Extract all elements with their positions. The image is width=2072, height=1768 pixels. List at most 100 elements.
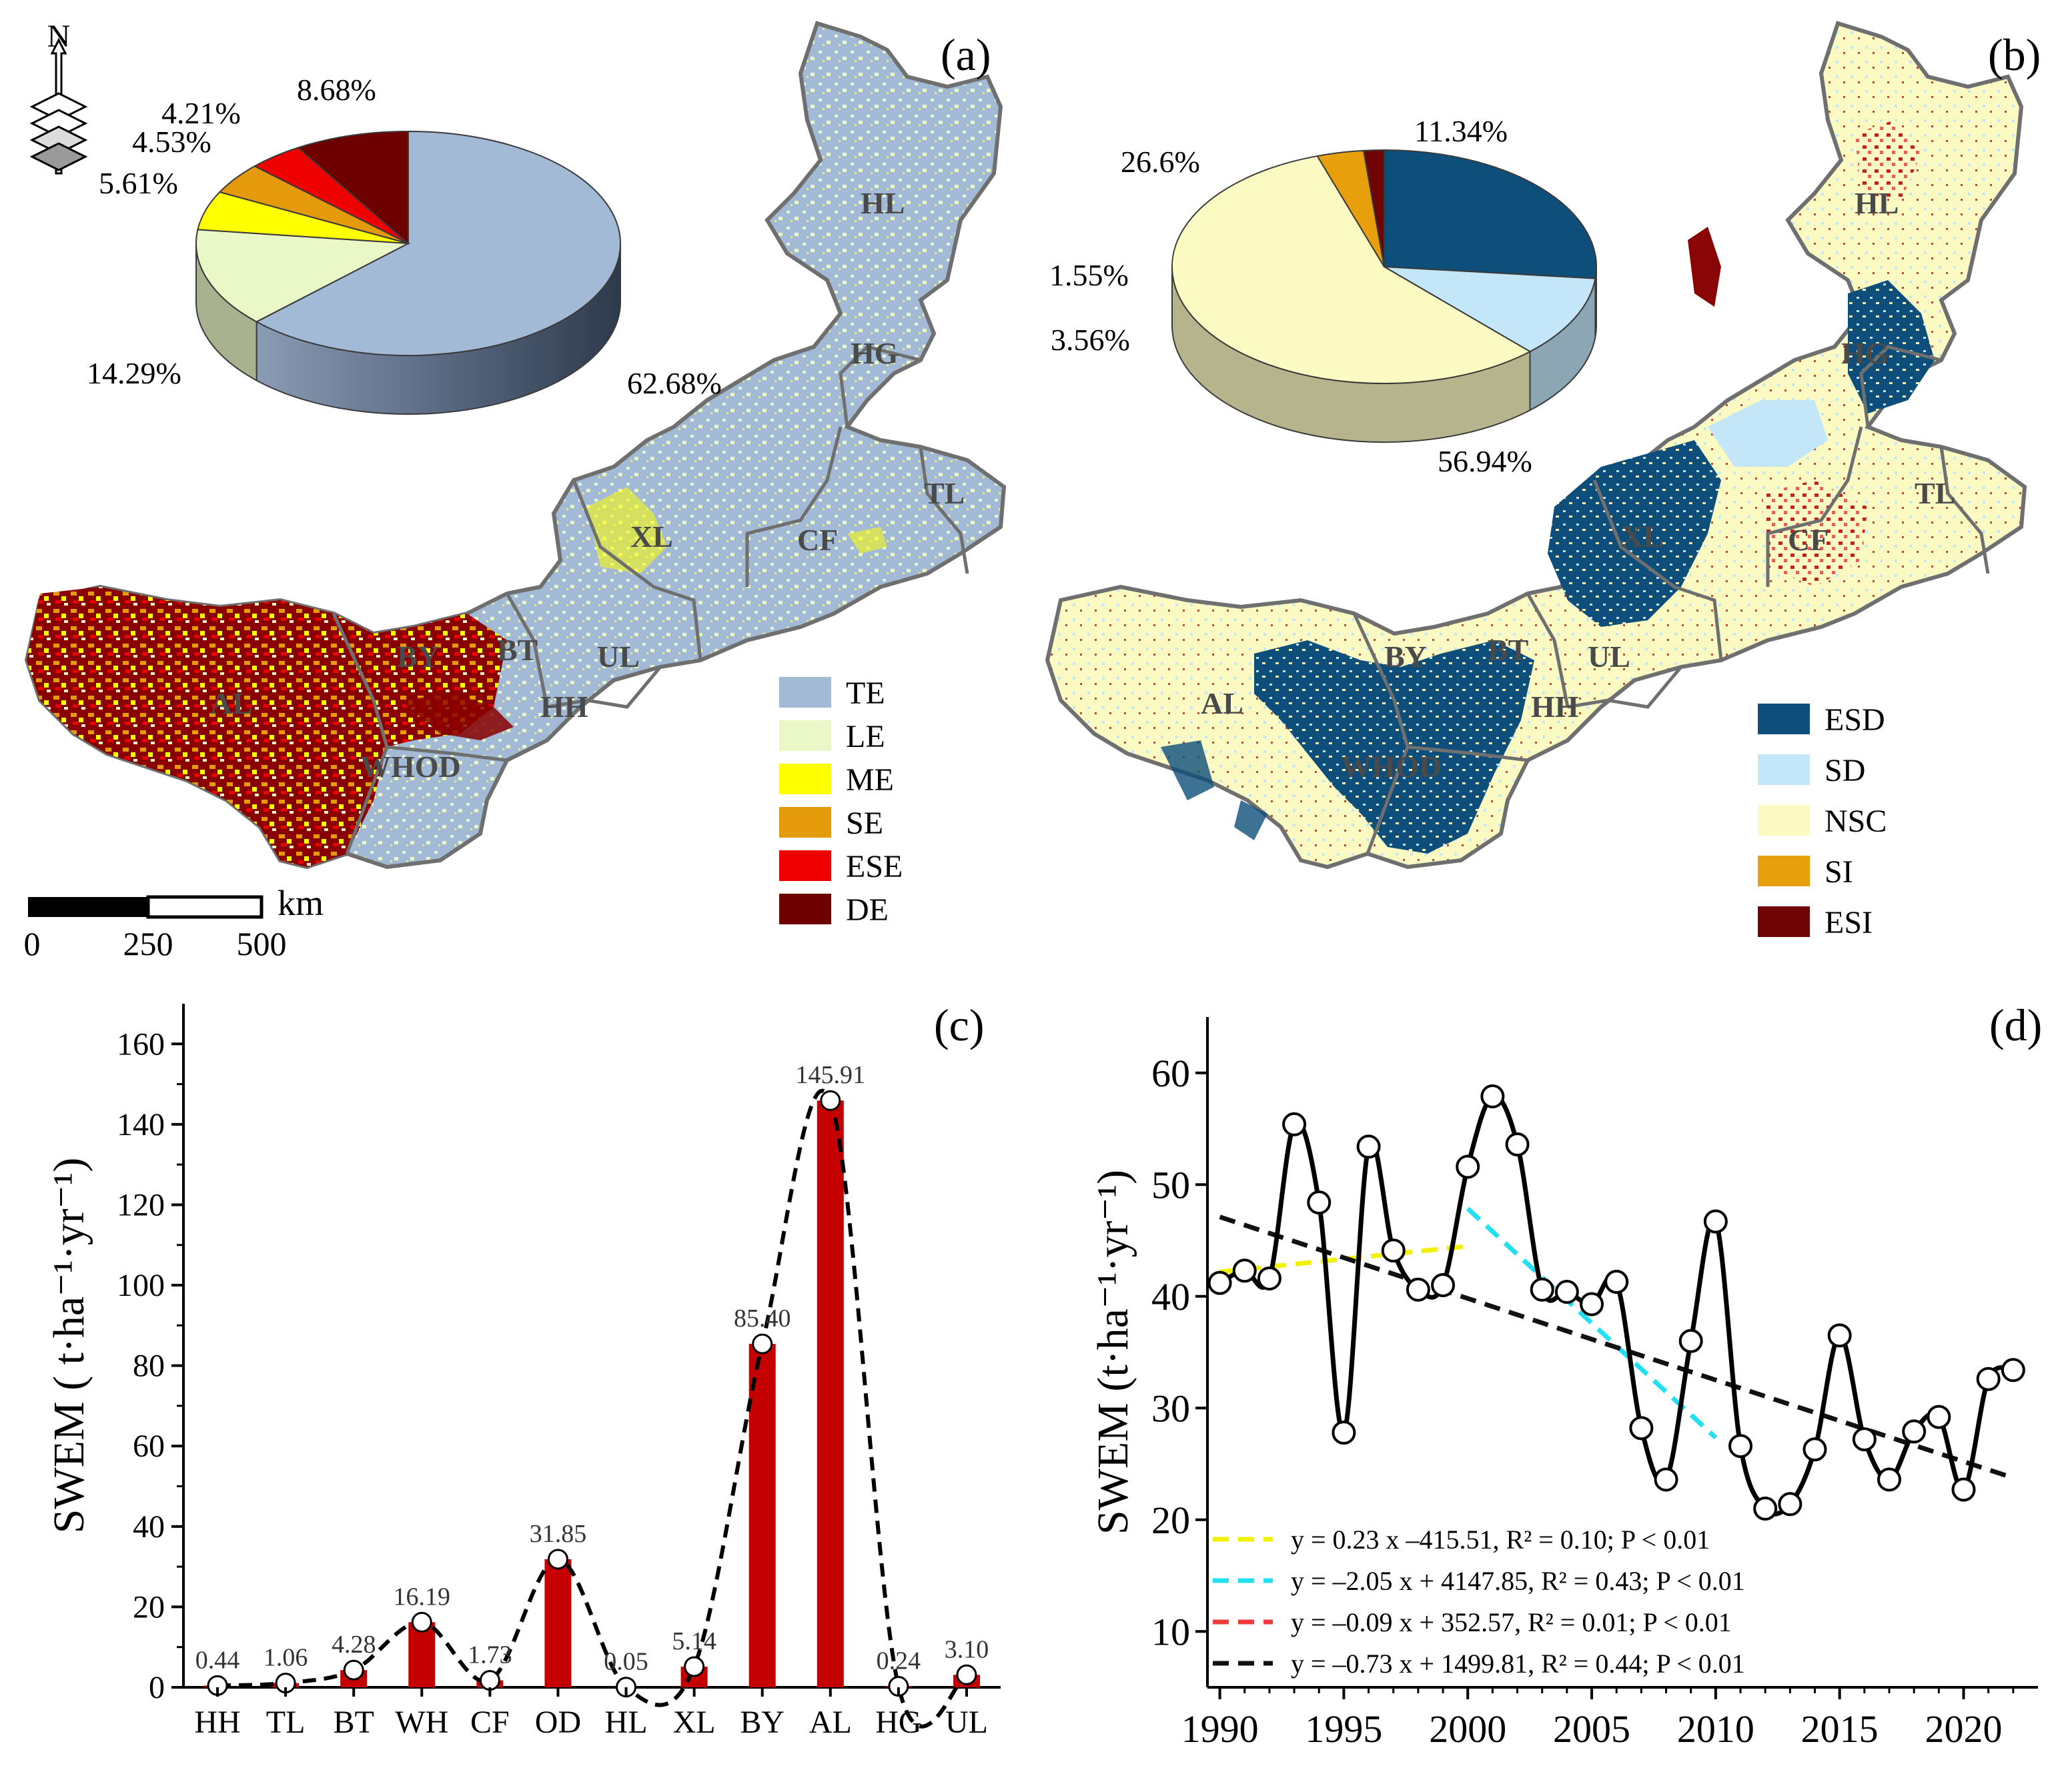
map-b-sd-patch bbox=[1708, 400, 1828, 467]
d-point-1998 bbox=[1406, 1277, 1430, 1302]
pie-label-esi: 1.55% bbox=[1049, 258, 1129, 292]
c-data-label-hg: 0.24 bbox=[877, 1647, 921, 1675]
north-arrow-icon: N bbox=[29, 19, 88, 175]
c-ytick-label: 160 bbox=[117, 1026, 165, 1062]
pie-label-le: 14.29% bbox=[87, 356, 181, 390]
d-point-1990 bbox=[1207, 1270, 1232, 1295]
map-a-region-HG: HG bbox=[851, 336, 899, 370]
c-ytick-label: 80 bbox=[133, 1349, 165, 1384]
map-a-desert bbox=[27, 587, 507, 867]
legend-label-le: LE bbox=[846, 719, 885, 754]
pie-label-me: 5.61% bbox=[99, 166, 178, 200]
map-b-esd-center bbox=[1548, 440, 1721, 627]
legend-swatch-me bbox=[779, 764, 831, 794]
d-point-2009 bbox=[1678, 1329, 1703, 1353]
map-b-region-TL: TL bbox=[1915, 476, 1955, 510]
pie-slice-nsc bbox=[1171, 155, 1532, 384]
c-ytick-label: 20 bbox=[133, 1589, 165, 1625]
c-data-label-xl: 5.14 bbox=[672, 1627, 716, 1655]
legend-swatch-ese bbox=[779, 850, 831, 881]
map-b-region-XL: XL bbox=[1621, 520, 1664, 554]
c-bar-od bbox=[544, 1559, 572, 1687]
map-a-borders bbox=[332, 345, 969, 854]
pie-label-si: 3.56% bbox=[1051, 323, 1130, 357]
d-point-1997 bbox=[1381, 1238, 1406, 1263]
c-xtick-label-hl: HL bbox=[605, 1705, 648, 1740]
d-xtick-label: 1995 bbox=[1305, 1707, 1382, 1751]
scale-unit: km bbox=[278, 883, 324, 923]
d-point-2000 bbox=[1456, 1154, 1480, 1179]
panel-c-bar-chart: 0 20 40 60 80 100 120 140 160 SWEM ( t·ha⁻¹·yr⁻¹)… bbox=[45, 1000, 1001, 1740]
d-point-1992 bbox=[1257, 1266, 1281, 1290]
map-a-region-labels: HL HG TL CF XL UL BT HH BY AL WHOD bbox=[210, 186, 965, 784]
c-xtick-label-al: AL bbox=[809, 1705, 852, 1740]
map-b-region-HG: HG bbox=[1841, 336, 1889, 370]
scale-tick-0: 0 bbox=[24, 925, 41, 962]
d-point-1996 bbox=[1356, 1134, 1381, 1159]
map-a-region-HH: HH bbox=[540, 690, 588, 724]
map-a-yellow-patches bbox=[587, 487, 887, 574]
d-series-line bbox=[1218, 1093, 2015, 1517]
d-ytick-label: 30 bbox=[1151, 1387, 1190, 1430]
c-data-label-hl: 0.05 bbox=[604, 1648, 648, 1676]
c-data-label-hh: 0.44 bbox=[195, 1646, 240, 1674]
d-point-1991 bbox=[1232, 1258, 1257, 1283]
d-point-2018 bbox=[1902, 1419, 1927, 1444]
pie-label-te: 62.68% bbox=[627, 366, 722, 400]
c-xtick-label-by: BY bbox=[740, 1705, 785, 1740]
map-b-region-HH: HH bbox=[1531, 690, 1579, 724]
map-a-desert-east bbox=[400, 694, 514, 740]
d-ylabel: SWEM (t·ha⁻¹·yr⁻¹) bbox=[1089, 1170, 1137, 1535]
c-marker-ul bbox=[956, 1664, 977, 1685]
c-xtick-label-xl: XL bbox=[673, 1705, 716, 1740]
map-b-esd-west bbox=[1254, 640, 1534, 854]
d-xtick-label: 2020 bbox=[1925, 1707, 2003, 1751]
legend-label-si: SI bbox=[1825, 854, 1853, 890]
pie-slice-le bbox=[195, 229, 411, 323]
legend-swatch-esi bbox=[1758, 906, 1810, 937]
c-ytick-label: 100 bbox=[117, 1268, 165, 1303]
c-marker-xl bbox=[684, 1656, 705, 1677]
scale-bar: km 0 250 500 bbox=[24, 883, 324, 962]
c-marker-wh bbox=[411, 1611, 432, 1633]
map-a-region-BY: BY bbox=[397, 640, 440, 674]
c-xtick-label-hg: HG bbox=[875, 1705, 921, 1740]
d-point-1993 bbox=[1282, 1112, 1307, 1136]
map-b-esd-southwest bbox=[1161, 740, 1267, 840]
legend-label-sd: SD bbox=[1825, 753, 1865, 788]
c-data-label-wh: 16.19 bbox=[394, 1583, 451, 1611]
pie-label-se: 4.53% bbox=[132, 125, 211, 159]
d-point-2002 bbox=[1505, 1132, 1530, 1156]
legend-label-te: TE bbox=[846, 676, 885, 711]
map-b-region-BT: BT bbox=[1488, 633, 1528, 667]
d-point-2012 bbox=[1753, 1497, 1778, 1521]
legend-label-se: SE bbox=[846, 806, 883, 841]
map-a-region-UL: UL bbox=[597, 640, 640, 674]
legend-swatch-si bbox=[1758, 856, 1810, 886]
map-b-esi-patch bbox=[1688, 227, 1721, 307]
map-b-borders bbox=[1352, 345, 1990, 854]
d-point-2003 bbox=[1530, 1277, 1554, 1302]
c-bar-al bbox=[817, 1100, 844, 1687]
d-point-2022 bbox=[2001, 1358, 2025, 1383]
c-xtick-label-cf: CF bbox=[470, 1705, 510, 1740]
map-a-region-TL: TL bbox=[924, 476, 965, 510]
c-marker-by bbox=[752, 1333, 773, 1355]
c-trend-curve bbox=[217, 1088, 968, 1729]
c-data-label-tl: 1.06 bbox=[264, 1644, 308, 1672]
pie-label-sd: 11.34% bbox=[1414, 114, 1508, 148]
pie-a: 62.68% 14.29% 5.61% 4.53%4.21% 8.68% bbox=[87, 73, 722, 415]
c-data-label-ul: 3.10 bbox=[945, 1635, 989, 1663]
panel-a-map: HL HG TL CF XL UL BT HH BY AL WHOD N km … bbox=[24, 19, 1007, 962]
map-a-region-AL: AL bbox=[210, 686, 253, 720]
panel-label-d: (d) bbox=[1989, 1000, 2042, 1050]
legend-label-esd: ESD bbox=[1825, 702, 1885, 738]
c-xtick-label-ul: UL bbox=[945, 1705, 988, 1740]
c-bar-by bbox=[748, 1344, 776, 1687]
scale-tick-250: 250 bbox=[123, 925, 173, 962]
pie-label-esd: 26.6% bbox=[1121, 145, 1200, 179]
d-xtick-label: 2005 bbox=[1553, 1707, 1630, 1751]
c-data-label-od: 31.85 bbox=[530, 1520, 587, 1548]
c-data-label-cf: 1.73 bbox=[468, 1641, 512, 1669]
d-ytick-label: 10 bbox=[1151, 1610, 1190, 1653]
